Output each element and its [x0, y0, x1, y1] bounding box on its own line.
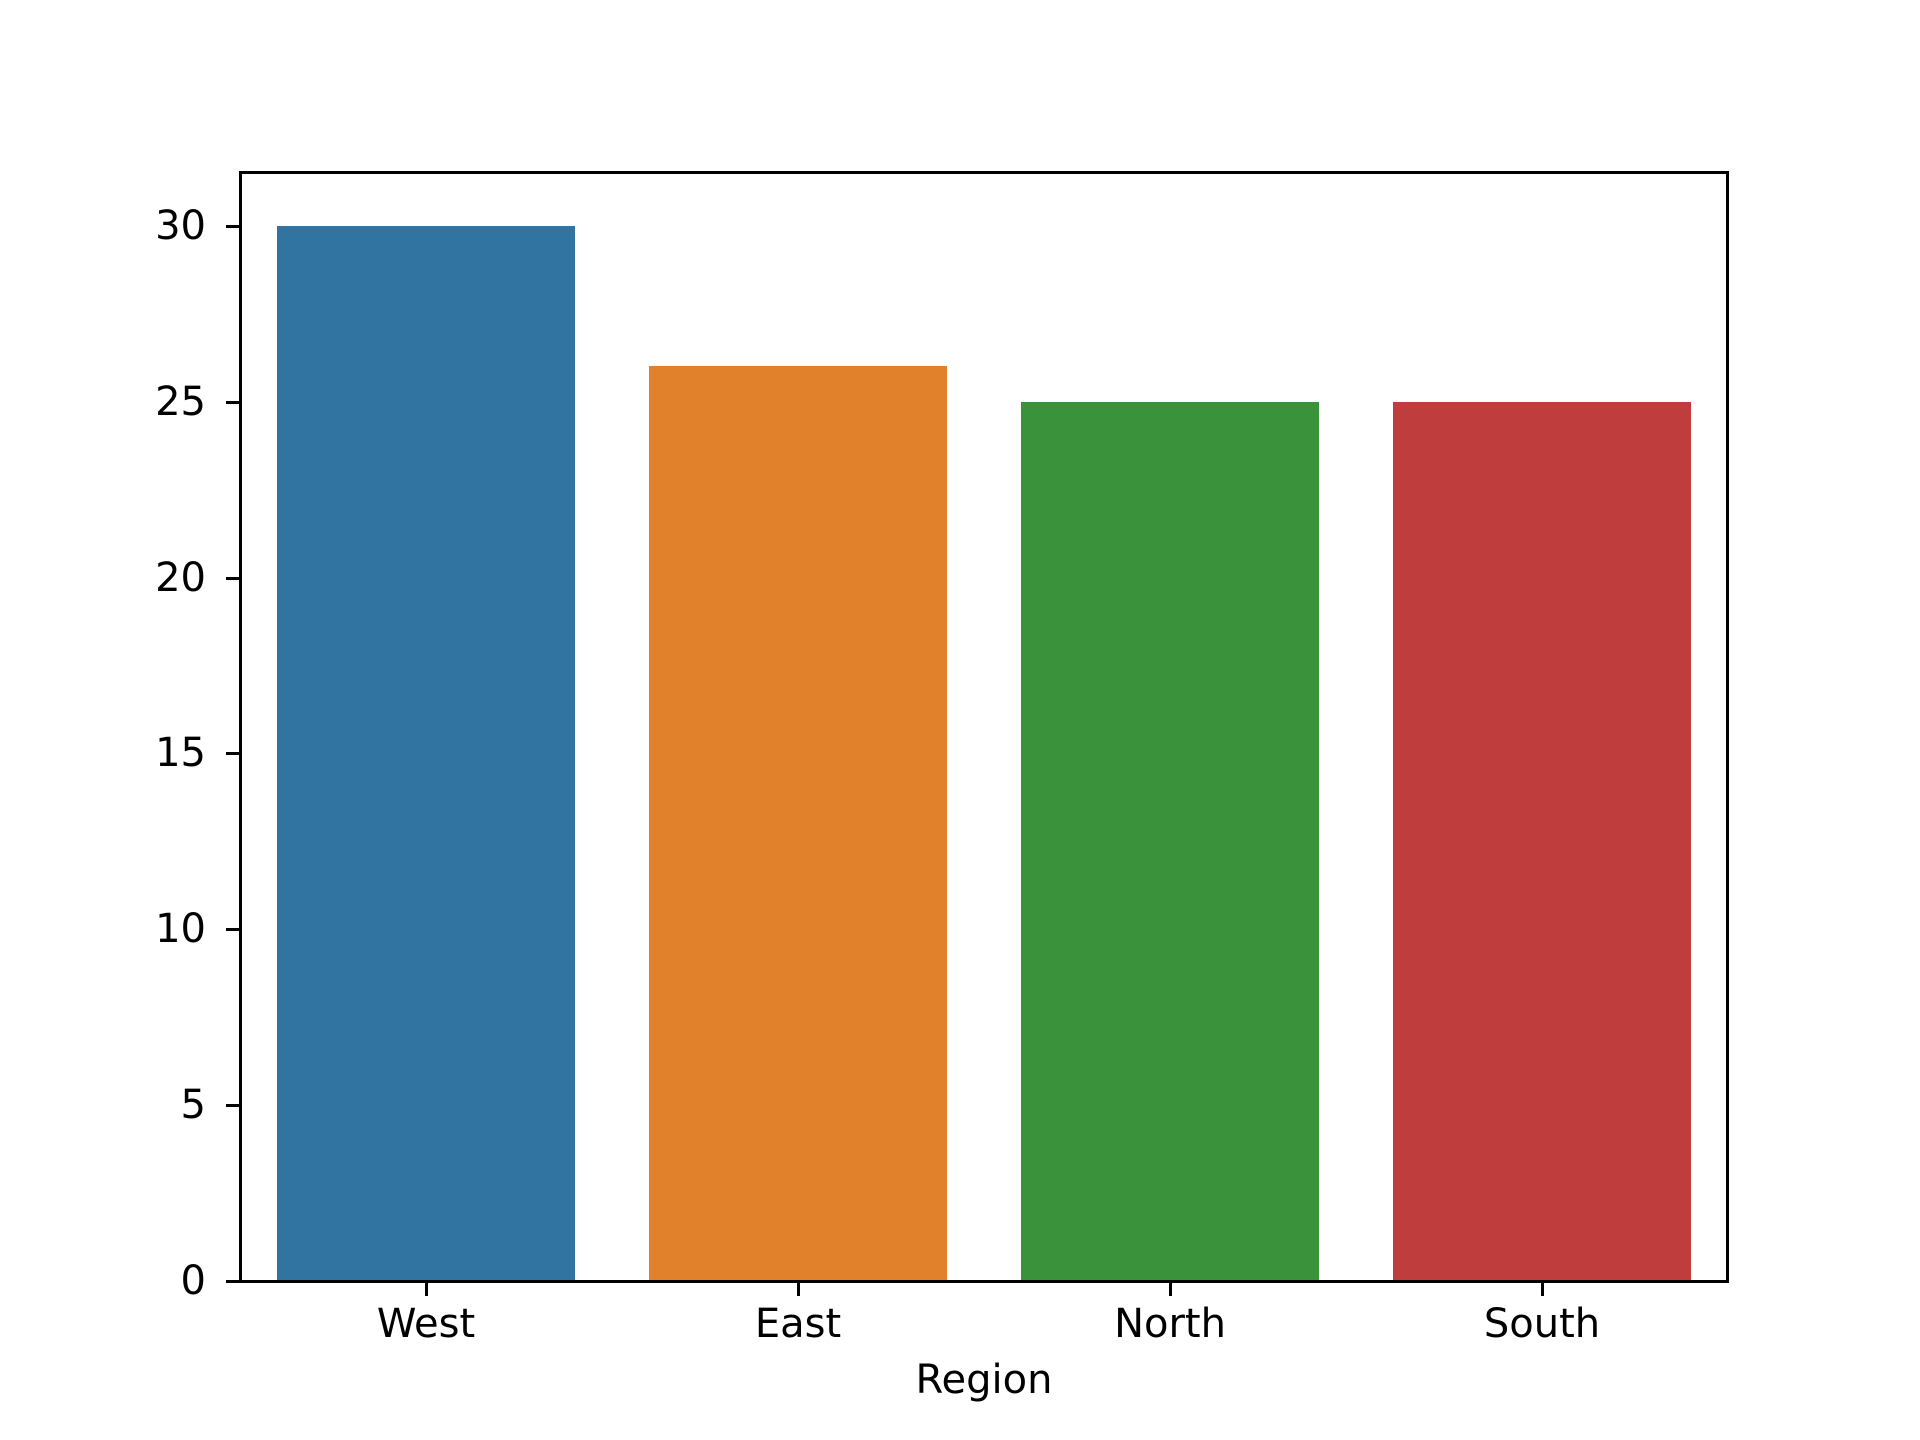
- y-tick-label: 5: [180, 1082, 206, 1128]
- y-tick-mark: [226, 928, 239, 931]
- y-tick-label: 25: [155, 379, 206, 425]
- right-spine: [1726, 171, 1729, 1283]
- y-tick-mark: [226, 401, 239, 404]
- bar-south: [1393, 402, 1691, 1281]
- y-tick-label: 20: [155, 555, 206, 601]
- y-tick-mark: [226, 752, 239, 755]
- x-tick-mark: [1169, 1283, 1172, 1296]
- x-tick-label-north: North: [1114, 1301, 1226, 1347]
- y-tick-label: 0: [180, 1258, 206, 1304]
- y-tick-label: 15: [155, 730, 206, 776]
- x-tick-label-south: South: [1483, 1301, 1601, 1347]
- left-spine: [239, 171, 242, 1283]
- top-spine: [239, 171, 1729, 174]
- y-tick-mark: [226, 577, 239, 580]
- x-tick-mark: [425, 1283, 428, 1296]
- x-tick-label-east: East: [754, 1301, 842, 1347]
- y-tick-mark: [226, 225, 239, 228]
- y-tick-label: 10: [155, 906, 206, 952]
- x-tick-mark: [1541, 1283, 1544, 1296]
- y-tick-mark: [226, 1280, 239, 1283]
- bar-west: [277, 226, 575, 1281]
- x-axis-label: Region: [915, 1357, 1053, 1403]
- bar-east: [649, 366, 947, 1281]
- bar-north: [1021, 402, 1319, 1281]
- x-tick-mark: [797, 1283, 800, 1296]
- y-tick-label: 30: [155, 203, 206, 249]
- y-tick-mark: [226, 1104, 239, 1107]
- x-tick-label-west: West: [376, 1301, 476, 1347]
- bottom-spine: [239, 1280, 1729, 1283]
